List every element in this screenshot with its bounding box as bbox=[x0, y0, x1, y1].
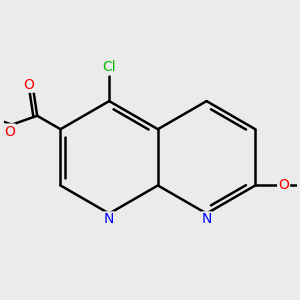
Text: N: N bbox=[201, 212, 212, 226]
Text: O: O bbox=[23, 78, 34, 92]
Text: N: N bbox=[104, 212, 114, 226]
Text: O: O bbox=[278, 178, 289, 192]
Text: Cl: Cl bbox=[102, 60, 116, 74]
Text: O: O bbox=[4, 124, 15, 139]
